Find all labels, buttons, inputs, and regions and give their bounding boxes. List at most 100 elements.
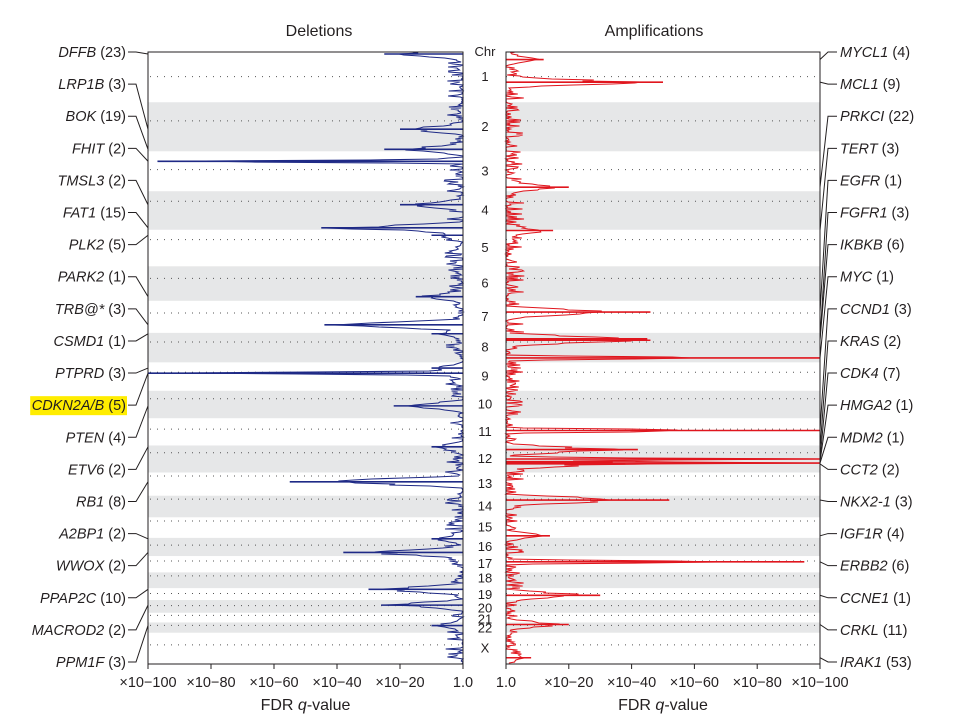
gene-label-text: PRKCI (22) bbox=[840, 109, 914, 125]
gene-count: (2) bbox=[104, 462, 126, 478]
leader-line bbox=[819, 372, 837, 460]
gene-count: (2) bbox=[104, 173, 126, 189]
del-label-a2bp1: A2BP1 (2) bbox=[58, 527, 149, 543]
amp-label-mdm2: MDM2 (1) bbox=[819, 430, 905, 464]
chr-label-6: 6 bbox=[481, 276, 488, 291]
gene-count: (3) bbox=[890, 302, 912, 318]
gene-count: (1) bbox=[104, 334, 126, 350]
gene-count: (3) bbox=[888, 206, 910, 222]
leader-line bbox=[819, 499, 837, 502]
gene-count: (5) bbox=[104, 398, 126, 414]
gene-label-text: ERBB2 (6) bbox=[840, 559, 909, 575]
leader-line bbox=[819, 51, 837, 60]
amp-label-ikbkb: IKBKB (6) bbox=[819, 238, 904, 341]
gene-label-text: PPAP2C (10) bbox=[40, 591, 126, 607]
gene-label-text: A2BP1 (2) bbox=[58, 527, 126, 543]
gene-label-text: DFFB (23) bbox=[58, 45, 126, 61]
leader-line bbox=[128, 372, 149, 406]
chr-label-4: 4 bbox=[481, 203, 488, 218]
gene-count: (2) bbox=[104, 559, 126, 575]
leader-line bbox=[819, 147, 837, 231]
amp-tick-label: ×10−60 bbox=[670, 675, 719, 691]
gene-name: CSMD1 bbox=[53, 334, 104, 350]
gene-name: CCND1 bbox=[840, 302, 890, 318]
gene-label-text: RB1 (8) bbox=[76, 495, 126, 511]
gene-label-text: CDK4 (7) bbox=[840, 366, 900, 382]
gene-count: (10) bbox=[96, 591, 126, 607]
leader-line bbox=[128, 405, 149, 438]
gene-name: FGFR1 bbox=[840, 206, 888, 222]
gene-name: MYC bbox=[840, 270, 873, 286]
del-label-fhit: FHIT (2) bbox=[72, 141, 149, 162]
amp-label-crkl: CRKL (11) bbox=[819, 623, 907, 639]
gene-count: (4) bbox=[888, 45, 910, 61]
deletion-trace bbox=[183, 51, 465, 665]
gene-name: PTEN bbox=[66, 430, 105, 446]
gene-label-text: MYCL1 (4) bbox=[840, 45, 910, 61]
gene-count: (3) bbox=[104, 366, 126, 382]
gene-name: MCL1 bbox=[840, 77, 879, 93]
leader-line bbox=[819, 657, 837, 663]
gene-count: (1) bbox=[883, 430, 905, 446]
chr-label-9: 9 bbox=[481, 369, 488, 384]
leader-line bbox=[128, 481, 149, 502]
gene-count: (6) bbox=[888, 559, 910, 575]
gene-label-text: MYC (1) bbox=[840, 270, 894, 286]
gene-name: WWOX bbox=[56, 559, 106, 575]
amp-band-chr-16 bbox=[506, 537, 820, 557]
gene-name: KRAS bbox=[840, 334, 880, 350]
amp-label-kras: KRAS (2) bbox=[819, 334, 901, 450]
gene-count: (5) bbox=[104, 238, 126, 254]
leader-line bbox=[128, 333, 149, 342]
gene-name: NKX2-1 bbox=[840, 495, 891, 511]
leader-line bbox=[819, 179, 837, 313]
gene-label-text: LRP1B (3) bbox=[58, 77, 126, 93]
gene-name: PRKCI bbox=[840, 109, 884, 125]
gene-name: CDKN2A/B bbox=[32, 398, 105, 414]
gene-label-text: IRAK1 (53) bbox=[840, 655, 912, 671]
gene-count: (1) bbox=[880, 173, 902, 189]
leader-line bbox=[819, 463, 837, 470]
amp-tick-label: ×10−20 bbox=[544, 675, 593, 691]
amplifications-panel-title: Amplifications bbox=[605, 23, 704, 40]
gene-count: (1) bbox=[872, 270, 894, 286]
del-label-trb: TRB@* (3) bbox=[55, 302, 149, 326]
gene-count: (8) bbox=[104, 495, 126, 511]
del-label-pten: PTEN (4) bbox=[66, 405, 149, 446]
gene-label-text: FGFR1 (3) bbox=[840, 206, 909, 222]
leader-line bbox=[128, 588, 149, 599]
amp-label-irak1: IRAK1 (53) bbox=[819, 655, 912, 671]
chr-label-11: 11 bbox=[478, 424, 492, 439]
gene-name: ERBB2 bbox=[840, 559, 888, 575]
amp-tick-label: ×10−100 bbox=[791, 675, 848, 691]
chr-label-13: 13 bbox=[478, 476, 492, 491]
gene-name: MYCL1 bbox=[840, 45, 888, 61]
gene-name: TMSL3 bbox=[58, 173, 105, 189]
amp-tick-label: 1.0 bbox=[496, 675, 516, 691]
leader-line bbox=[819, 624, 837, 631]
del-label-dffb: DFFB (23) bbox=[58, 45, 149, 61]
leader-line bbox=[128, 367, 149, 374]
del-label-cdkn2ab: CDKN2A/B (5) bbox=[30, 372, 149, 416]
del-label-bok: BOK (19) bbox=[66, 109, 149, 150]
gene-label-text: MCL1 (9) bbox=[840, 77, 900, 93]
del-band-chr-18 bbox=[148, 572, 463, 589]
chr-label-8: 8 bbox=[481, 340, 488, 355]
leader-line bbox=[128, 115, 149, 150]
gene-count: (3) bbox=[878, 141, 900, 157]
chr-label-15: 15 bbox=[478, 520, 492, 535]
amp-label-myc: MYC (1) bbox=[819, 270, 894, 358]
gene-name: IRAK1 bbox=[840, 655, 882, 671]
leader-line bbox=[128, 179, 149, 205]
gene-label-text: EGFR (1) bbox=[840, 173, 902, 189]
deletions-plot-frame bbox=[147, 51, 464, 665]
gene-label-text: TRB@* (3) bbox=[55, 302, 126, 318]
amplifications-plot-frame bbox=[505, 51, 821, 665]
gene-count: (2) bbox=[104, 527, 126, 543]
del-tick-label: ×10−60 bbox=[249, 675, 298, 691]
gene-name: LRP1B bbox=[58, 77, 104, 93]
highlight-marker bbox=[30, 396, 128, 416]
gene-count: (22) bbox=[884, 109, 914, 125]
leader-line bbox=[819, 404, 837, 462]
score-traces bbox=[148, 51, 820, 665]
